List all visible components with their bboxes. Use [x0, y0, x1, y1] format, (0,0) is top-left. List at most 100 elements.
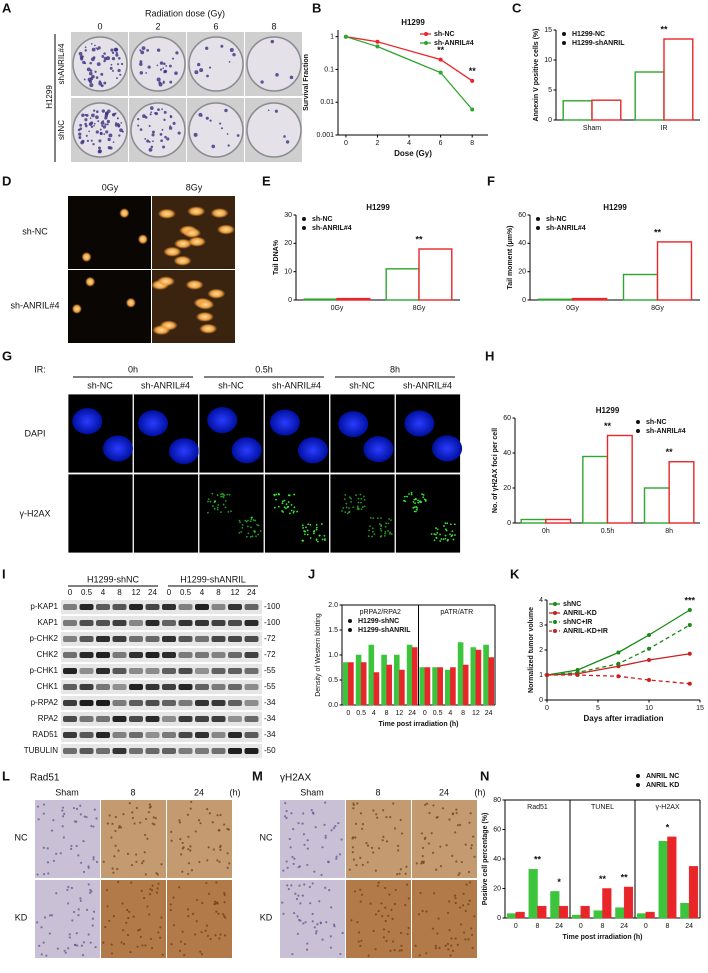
bar	[385, 268, 420, 301]
cell	[353, 890, 357, 893]
colony	[116, 77, 118, 80]
band	[63, 748, 77, 754]
cell	[297, 822, 300, 825]
band	[145, 668, 160, 674]
cell	[302, 812, 305, 815]
cell	[95, 817, 98, 820]
legend-marker	[553, 620, 557, 624]
cell	[451, 949, 455, 952]
colony	[205, 116, 209, 120]
cell	[450, 937, 453, 940]
legend-marker	[302, 217, 306, 221]
cell	[313, 926, 316, 929]
blot-strip	[61, 744, 262, 758]
bar	[663, 38, 694, 121]
cell	[329, 935, 332, 938]
blot-strip	[61, 632, 262, 646]
colony	[193, 132, 198, 137]
point	[687, 623, 692, 627]
y-tick-label: 1	[539, 672, 543, 679]
colony	[78, 132, 82, 136]
colony	[162, 81, 165, 84]
comet	[187, 236, 206, 247]
colony	[95, 115, 99, 120]
comet	[152, 325, 171, 336]
cell	[454, 901, 457, 905]
cell	[340, 838, 343, 841]
cell	[306, 863, 309, 867]
foci	[403, 495, 406, 498]
cell	[155, 891, 159, 894]
comet	[187, 206, 206, 217]
cell	[352, 802, 355, 805]
foci	[245, 535, 248, 538]
x-tick-label: IR	[661, 125, 668, 132]
band	[228, 604, 242, 610]
cell	[40, 926, 43, 929]
x-tick-label: 8Gy	[413, 305, 426, 312]
legend-marker	[348, 619, 352, 623]
foci	[290, 509, 293, 512]
cell	[321, 846, 324, 849]
foci	[313, 530, 315, 533]
cell	[130, 864, 134, 867]
band	[79, 652, 94, 658]
cell	[460, 860, 463, 864]
band	[195, 668, 209, 674]
cell	[355, 864, 358, 867]
foci	[446, 522, 449, 525]
cell	[361, 863, 364, 866]
foci	[278, 493, 280, 496]
cell	[148, 803, 152, 806]
cell	[433, 892, 436, 895]
cell	[48, 932, 51, 935]
point	[545, 673, 549, 677]
comet	[81, 252, 92, 263]
y-tick-label: 20	[493, 885, 501, 892]
cell	[114, 844, 117, 847]
foci	[219, 511, 222, 514]
foci	[292, 511, 295, 514]
band	[129, 700, 143, 706]
cell	[219, 848, 222, 851]
band	[244, 636, 259, 642]
cell	[352, 836, 355, 839]
point	[616, 674, 621, 679]
foci	[223, 494, 226, 497]
bar	[582, 455, 609, 524]
y-axis-label: Tail moment (μm%)	[507, 225, 514, 289]
dish	[130, 102, 186, 158]
bar	[360, 662, 367, 706]
legend-marker	[636, 429, 640, 433]
foci	[315, 528, 318, 531]
foci	[413, 506, 416, 509]
band	[195, 636, 209, 642]
y-tick-label: 0	[288, 297, 292, 304]
colony	[82, 60, 86, 64]
cell	[424, 803, 427, 807]
bar	[437, 667, 443, 706]
x-tick-label: 8Gy	[651, 305, 664, 312]
colony	[92, 143, 95, 146]
cell	[315, 930, 318, 933]
foci	[320, 523, 323, 525]
bar	[419, 667, 426, 706]
cell	[61, 825, 64, 828]
cell	[128, 910, 131, 913]
chart-title: H1299	[401, 18, 425, 27]
cell	[137, 929, 140, 932]
cell	[314, 932, 318, 935]
y-tick-label: 10	[544, 57, 552, 64]
foci	[439, 533, 441, 536]
series-line	[345, 36, 473, 82]
colony	[137, 124, 140, 127]
foci	[434, 533, 437, 536]
cell	[332, 923, 336, 926]
cell	[324, 886, 327, 889]
foci	[249, 520, 252, 523]
comet	[195, 311, 214, 322]
band	[63, 668, 77, 674]
cell	[143, 833, 147, 837]
column-label: 0Gy	[102, 182, 119, 192]
cell	[458, 872, 461, 875]
